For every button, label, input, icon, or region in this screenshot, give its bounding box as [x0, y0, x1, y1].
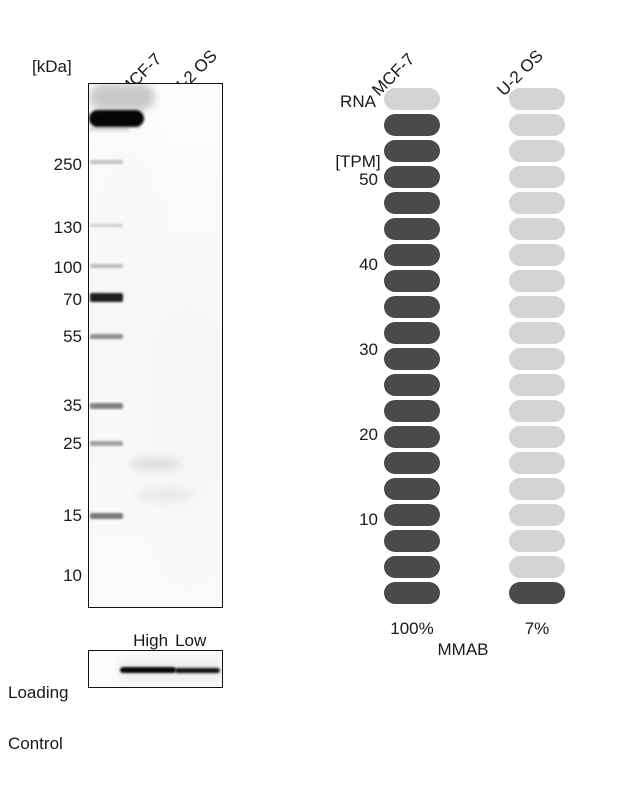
rna-bar-segment-mcf7-17: [384, 166, 440, 188]
ladder-mark-15: [90, 513, 123, 519]
blot-band-mcf7-25kda: [89, 110, 144, 127]
rna-axis-unit-line1: RNA: [340, 92, 376, 111]
rna-bar-segment-u2os-17: [509, 166, 565, 188]
rna-bar-segment-u2os-1: [509, 582, 565, 604]
tpm-tick-50: 50: [359, 170, 378, 189]
blot-band-halo: [89, 84, 155, 110]
rna-bar-segment-u2os-12: [509, 296, 565, 318]
ladder-mark-35: [90, 403, 123, 409]
rna-bar-segment-mcf7-12: [384, 296, 440, 318]
blot-band-u2os-25kda: [89, 127, 129, 131]
rna-bar-segment-mcf7-3: [384, 530, 440, 552]
rna-bar-segment-u2os-2: [509, 556, 565, 578]
ladder-mark-70: [90, 293, 123, 302]
rna-bar-segment-mcf7-19: [384, 114, 440, 136]
rna-bar-segment-u2os-5: [509, 478, 565, 500]
rna-bar-segment-u2os-11: [509, 322, 565, 344]
blot-intensity-label-high: High: [133, 631, 169, 650]
loading-control-label: Loading Control: [8, 650, 69, 786]
ladder-mark-130: [90, 224, 123, 227]
loading-control-band-u2os: [175, 668, 220, 673]
rna-bar-segment-mcf7-15: [384, 218, 440, 240]
rna-bar-segment-u2os-19: [509, 114, 565, 136]
tpm-tick-30: 30: [359, 340, 378, 359]
rna-bar-segment-mcf7-6: [384, 452, 440, 474]
mw-label-25: 25: [63, 434, 82, 453]
blot-intensity-labels: High Low: [88, 615, 223, 666]
blot-smudge-below-band: [129, 458, 181, 470]
rna-bar-segment-u2os-20: [509, 88, 565, 110]
rna-bar-segment-mcf7-14: [384, 244, 440, 266]
rna-bar-segment-mcf7-1: [384, 582, 440, 604]
rna-bar-segment-mcf7-5: [384, 478, 440, 500]
loading-control-label-line2: Control: [8, 734, 63, 753]
tpm-tick-10: 10: [359, 510, 378, 529]
rna-bar-segment-u2os-7: [509, 426, 565, 448]
rna-bar-mcf7: [384, 88, 440, 610]
rna-bar-segment-u2os-3: [509, 530, 565, 552]
rna-bar-segment-u2os-13: [509, 270, 565, 292]
rna-bar-segment-mcf7-8: [384, 400, 440, 422]
rna-bar-segment-u2os-15: [509, 218, 565, 240]
ladder-mark-25: [90, 441, 123, 446]
rna-bar-segment-u2os-16: [509, 192, 565, 214]
rna-bar-segment-u2os-9: [509, 374, 565, 396]
rna-bar-segment-u2os-4: [509, 504, 565, 526]
tpm-tick-40: 40: [359, 255, 378, 274]
rna-axis-unit-line2: [TPM]: [335, 152, 381, 171]
tpm-tick-20: 20: [359, 425, 378, 444]
rna-bar-segment-mcf7-10: [384, 348, 440, 370]
ladder-mark-55: [90, 334, 123, 339]
rna-bar-segment-u2os-8: [509, 400, 565, 422]
mw-label-130: 130: [53, 218, 82, 237]
gene-name-label: MMAB: [437, 640, 489, 659]
ladder-mark-250: [90, 160, 123, 164]
rna-bar-segment-u2os-18: [509, 140, 565, 162]
rna-bar-segment-mcf7-4: [384, 504, 440, 526]
ladder-mark-100: [90, 264, 123, 268]
rna-bar-segment-u2os-6: [509, 452, 565, 474]
kda-axis-unit-label: [kDa]: [32, 57, 72, 76]
rna-axis-unit-label: RNA [TPM]: [330, 52, 386, 212]
loading-control-label-line1: Loading: [8, 683, 69, 702]
rna-bar-segment-mcf7-11: [384, 322, 440, 344]
rna-bar-segment-mcf7-2: [384, 556, 440, 578]
figure-root: [kDa] MCF-7 U-2 OS 250 130 100 70 55 35 …: [8, 46, 565, 752]
blot-intensity-label-low: Low: [175, 631, 207, 650]
rna-bar-u2os: [509, 88, 565, 610]
loading-control-membrane: [88, 650, 223, 688]
rna-bar-segment-mcf7-9: [384, 374, 440, 396]
mw-label-70: 70: [63, 290, 82, 309]
rna-bar-segment-mcf7-7: [384, 426, 440, 448]
rna-bar-segment-mcf7-13: [384, 270, 440, 292]
mw-label-100: 100: [53, 258, 82, 277]
mw-label-55: 55: [63, 327, 82, 346]
rna-percent-mcf7: 100%: [390, 619, 434, 638]
rna-bar-segment-mcf7-16: [384, 192, 440, 214]
rna-percent-u2os: 7%: [524, 619, 550, 638]
mw-label-15: 15: [63, 506, 82, 525]
blot-smudge-lower: [135, 488, 193, 502]
blot-background-noise: [89, 84, 222, 607]
rna-bar-segment-mcf7-18: [384, 140, 440, 162]
mw-label-10: 10: [63, 566, 82, 585]
rna-bar-segment-u2os-10: [509, 348, 565, 370]
mw-label-35: 35: [63, 396, 82, 415]
mw-label-250: 250: [53, 155, 82, 174]
blot-membrane: [88, 83, 223, 608]
rna-bar-segment-u2os-14: [509, 244, 565, 266]
loading-control-band-mcf7: [120, 667, 176, 673]
rna-bar-segment-mcf7-20: [384, 88, 440, 110]
